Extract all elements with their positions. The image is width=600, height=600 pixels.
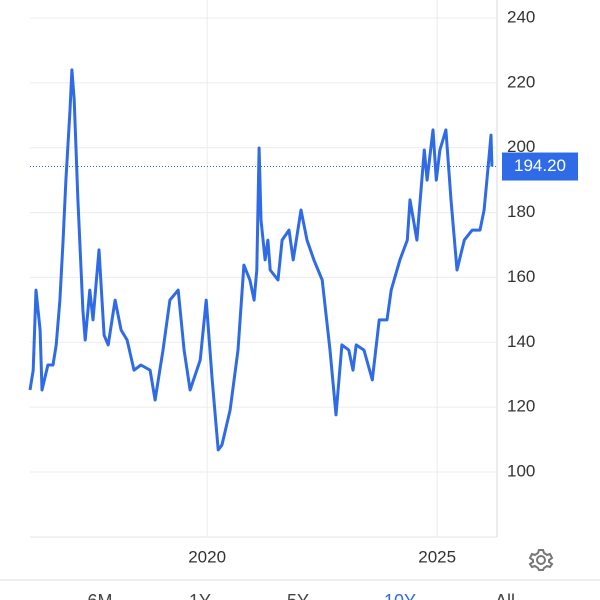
x-tick-label: 2020 <box>188 547 226 566</box>
y-tick-label: 160 <box>507 267 535 286</box>
range-tab[interactable]: All <box>495 591 515 600</box>
range-tab[interactable]: 1Y <box>189 591 211 600</box>
y-tick-label: 220 <box>507 72 535 91</box>
settings-icon[interactable] <box>528 549 554 571</box>
range-tab[interactable]: 10Y <box>384 591 416 600</box>
y-tick-label: 180 <box>507 202 535 221</box>
y-tick-label: 240 <box>507 7 535 26</box>
range-tab[interactable]: 5Y <box>287 591 309 600</box>
last-price-label: 194.20 <box>514 156 566 175</box>
x-tick-label: 2025 <box>418 547 456 566</box>
last-price-badge <box>502 152 578 181</box>
y-tick-label: 120 <box>507 397 535 416</box>
y-tick-label: 200 <box>507 137 535 156</box>
y-tick-label: 140 <box>507 332 535 351</box>
y-tick-label: 100 <box>507 461 535 480</box>
price-line <box>28 68 494 452</box>
range-tab[interactable]: 6M <box>87 591 112 600</box>
